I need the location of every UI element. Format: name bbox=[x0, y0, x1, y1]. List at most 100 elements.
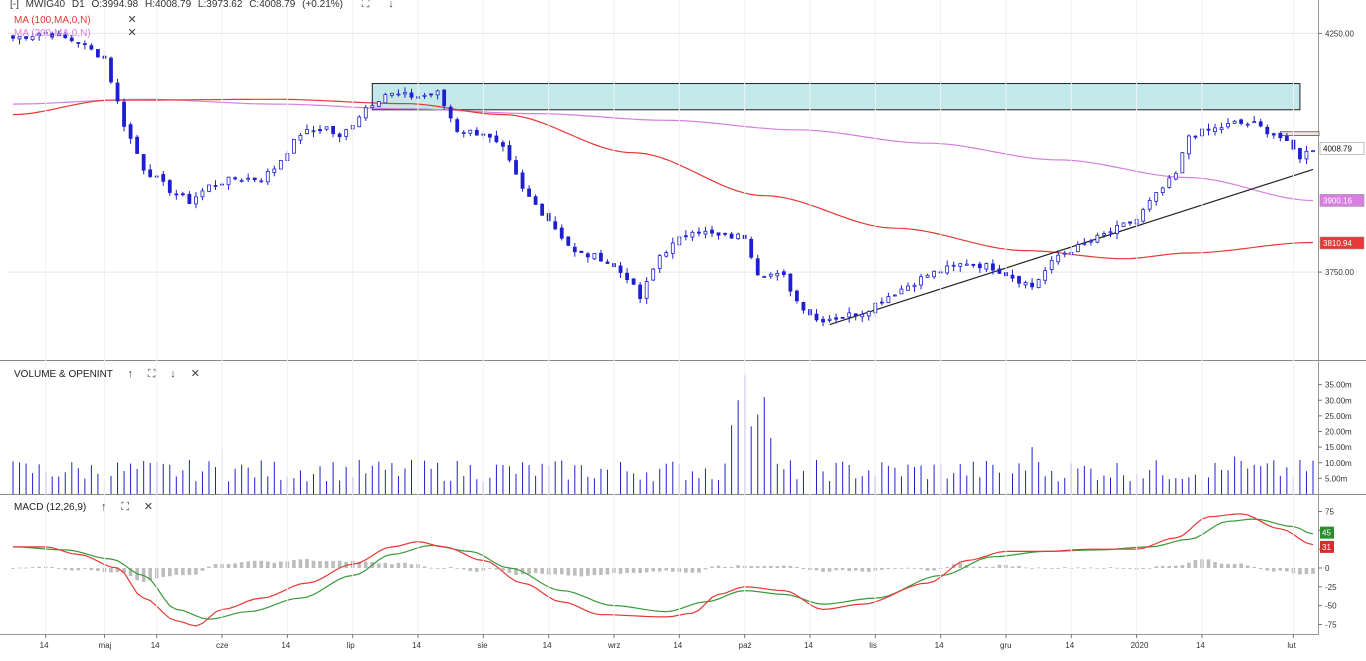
time-tick-label: gru bbox=[1000, 641, 1012, 650]
candle-up bbox=[1023, 282, 1028, 286]
candle-up bbox=[435, 90, 440, 96]
macd-histogram-bar bbox=[298, 559, 303, 568]
macd-histogram-bar bbox=[651, 568, 656, 572]
candle-up bbox=[664, 252, 669, 257]
macd-histogram-bar bbox=[1141, 568, 1145, 570]
collapse-icon[interactable]: [-] bbox=[10, 0, 19, 10]
macd-histogram-bar bbox=[991, 566, 995, 568]
time-tick-label: 14 bbox=[935, 641, 944, 650]
macd-histogram-bar bbox=[1304, 568, 1309, 575]
macd-histogram-bar bbox=[337, 560, 342, 568]
candle-up bbox=[1245, 123, 1250, 126]
candle-up bbox=[324, 126, 329, 130]
macd-histogram-bar bbox=[1187, 562, 1191, 568]
macd-histogram-bar bbox=[1076, 567, 1080, 569]
move-down-icon[interactable]: ↓ bbox=[170, 368, 176, 380]
candle-up bbox=[1043, 270, 1048, 281]
macd-histogram-bar bbox=[755, 566, 760, 568]
ma100-value-label-box bbox=[1319, 236, 1365, 250]
candle-down bbox=[1271, 133, 1276, 136]
macd-signal-value: 45 bbox=[1322, 529, 1331, 538]
macd-histogram-bar bbox=[174, 568, 179, 575]
price-tick-label: 3750.00 bbox=[1325, 268, 1354, 277]
macd-histogram-bar bbox=[886, 568, 891, 570]
candle-up bbox=[703, 230, 708, 235]
macd-histogram-bar bbox=[383, 562, 388, 568]
last-price-label-box bbox=[1319, 142, 1365, 155]
candle-up bbox=[461, 132, 466, 134]
candle-down bbox=[755, 258, 760, 276]
macd-histogram-bar bbox=[1226, 563, 1230, 568]
macd-histogram-bar bbox=[618, 568, 623, 574]
candle-down bbox=[76, 42, 81, 44]
macd-histogram-bar bbox=[788, 565, 793, 568]
macd-histogram-bar bbox=[592, 568, 597, 576]
candle-up bbox=[1304, 150, 1309, 160]
move-up-icon[interactable]: ↑ bbox=[101, 501, 107, 513]
candle-down bbox=[1265, 126, 1270, 135]
candle-up bbox=[468, 129, 473, 134]
macd-histogram-bar bbox=[37, 566, 41, 568]
macd-histogram-bar bbox=[409, 564, 414, 568]
candle-up bbox=[1115, 225, 1119, 234]
candle-down bbox=[971, 263, 976, 266]
candle-up bbox=[298, 134, 303, 141]
macd-histogram-bar bbox=[507, 568, 512, 573]
macd-histogram-bar bbox=[899, 568, 904, 569]
macd-histogram-bar bbox=[311, 560, 316, 568]
macd-histogram-bar bbox=[670, 568, 675, 572]
candle-down bbox=[409, 92, 414, 98]
time-tick-label: 14 bbox=[40, 641, 49, 650]
candle-down bbox=[89, 45, 94, 50]
macd-histogram-bar bbox=[599, 568, 603, 575]
candle-up bbox=[1226, 122, 1230, 128]
candle-up bbox=[1036, 279, 1041, 288]
macd-histogram-bar bbox=[1265, 568, 1270, 571]
macd-histogram-bar bbox=[880, 568, 884, 570]
macd-histogram-bar bbox=[435, 568, 440, 569]
macd-histogram-bar bbox=[971, 566, 976, 568]
candle-down bbox=[1258, 121, 1263, 127]
macd-histogram-bar bbox=[1278, 568, 1283, 571]
macd-histogram-bar bbox=[1154, 566, 1159, 568]
move-up-icon[interactable]: ↑ bbox=[127, 368, 134, 380]
candle-up bbox=[1180, 152, 1185, 174]
macd-histogram-bar bbox=[246, 561, 250, 568]
macd-histogram-bar bbox=[122, 568, 126, 573]
macd-histogram-bar bbox=[422, 566, 427, 568]
macd-histogram-bar bbox=[690, 568, 695, 573]
macd-histogram-bar bbox=[1102, 568, 1106, 569]
macd-histogram-bar bbox=[468, 568, 473, 571]
close-icon[interactable]: ✕ bbox=[143, 501, 154, 513]
macd-histogram-bar bbox=[559, 568, 564, 575]
macd-signal-line bbox=[12, 518, 1314, 620]
ma200-label: MA (200,MA,0,N) bbox=[14, 28, 91, 39]
macd-histogram-bar bbox=[1089, 567, 1093, 569]
fullscreen-icon[interactable]: ⛶ bbox=[147, 368, 156, 380]
macd-histogram-bar bbox=[1180, 565, 1185, 568]
macd-histogram-bar bbox=[710, 566, 714, 568]
macd-histogram-bar bbox=[181, 568, 185, 576]
arrow-down-icon[interactable]: ↓ bbox=[388, 0, 394, 10]
remove-ma200-icon[interactable]: ✕ bbox=[127, 27, 137, 39]
candle-down bbox=[853, 313, 858, 317]
candle-down bbox=[631, 278, 636, 285]
macd-histogram-bar bbox=[403, 562, 407, 568]
macd-histogram-bar bbox=[1219, 563, 1224, 568]
ma100-line bbox=[12, 98, 1314, 260]
macd-histogram-bar bbox=[1213, 562, 1217, 568]
macd-histogram-bar bbox=[1245, 565, 1250, 568]
candle-up bbox=[1232, 120, 1237, 124]
candle-up bbox=[860, 314, 865, 318]
macd-histogram-bar bbox=[840, 568, 845, 571]
candle-down bbox=[716, 232, 721, 236]
macd-histogram-bar bbox=[1043, 568, 1047, 569]
remove-ma100-icon[interactable]: ✕ bbox=[127, 14, 137, 26]
candle-down bbox=[729, 233, 734, 239]
fullscreen-icon[interactable]: ⛶ bbox=[361, 0, 370, 10]
fullscreen-icon[interactable]: ⛶ bbox=[121, 501, 130, 513]
close-icon[interactable]: ✕ bbox=[190, 368, 200, 380]
volume-tick-label: 35.00m bbox=[1325, 381, 1352, 390]
